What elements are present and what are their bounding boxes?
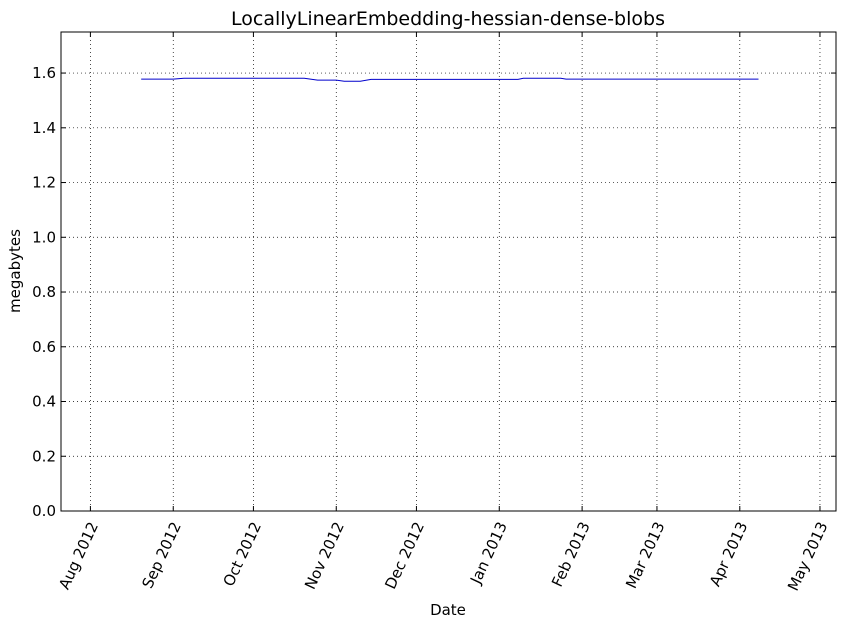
- y-tick-label: 0.4: [32, 393, 56, 411]
- y-tick-label: 0.6: [32, 338, 56, 356]
- x-tick-label: Oct 2012: [220, 519, 265, 589]
- x-tick-label: Nov 2012: [301, 519, 348, 592]
- y-tick-label: 1.4: [32, 119, 56, 137]
- y-tick-label: 0.8: [32, 283, 56, 301]
- x-tick-labels: Aug 2012 Sep 2012 Oct 2012 Nov 2012 Dec 2012…: [55, 519, 831, 594]
- y-tick-label: 1.0: [32, 228, 56, 246]
- y-axis-title: megabytes: [6, 229, 24, 313]
- series-line: [141, 77, 759, 82]
- x-tick-label: Jan 2013: [466, 519, 511, 587]
- x-tick-label: Dec 2012: [381, 519, 428, 592]
- x-tick-label: Mar 2013: [622, 519, 668, 591]
- series-layer: [141, 77, 759, 82]
- y-tick-labels: 0.0 0.2 0.4 0.6 0.8 1.0 1.2 1.4 1.6: [32, 64, 56, 520]
- plot-area-frame: [60, 31, 837, 512]
- axis-ticks: [61, 32, 836, 512]
- y-tick-label: 0.2: [32, 447, 56, 465]
- y-tick-label: 0.0: [32, 502, 56, 520]
- grid-lines: [61, 32, 836, 512]
- y-tick-label: 1.6: [32, 64, 56, 82]
- y-tick-label: 1.2: [32, 174, 56, 192]
- x-tick-label: Aug 2012: [55, 519, 102, 592]
- x-tick-label: Apr 2013: [706, 519, 751, 589]
- x-tick-label: May 2013: [784, 519, 832, 594]
- x-axis-title: Date: [430, 601, 466, 619]
- x-tick-label: Feb 2013: [548, 519, 594, 590]
- x-tick-label: Sep 2012: [138, 519, 184, 591]
- chart-title: LocallyLinearEmbedding-hessian-dense-blo…: [231, 8, 665, 30]
